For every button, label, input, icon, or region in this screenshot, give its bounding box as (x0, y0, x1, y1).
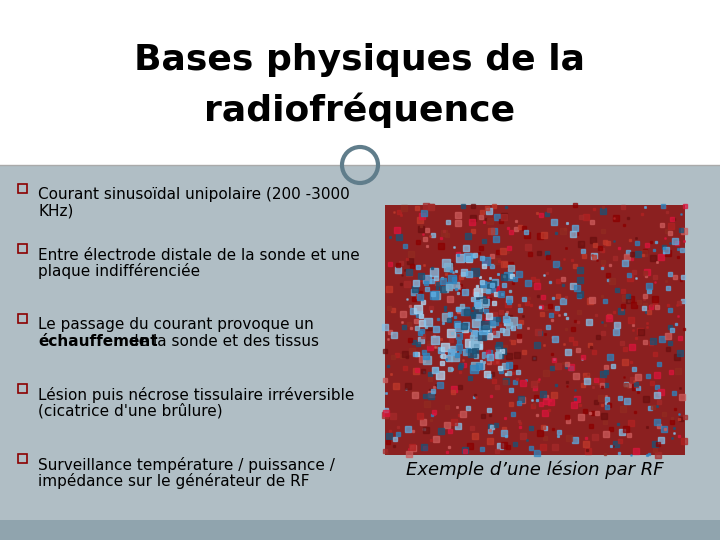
FancyBboxPatch shape (0, 520, 720, 540)
Text: radiofréquence: radiofréquence (204, 92, 516, 128)
Text: impédance sur le générateur de RF: impédance sur le générateur de RF (38, 473, 310, 489)
Text: (cicatrice d'une brûlure): (cicatrice d'une brûlure) (38, 403, 222, 418)
Text: Entre électrode distale de la sonde et une: Entre électrode distale de la sonde et u… (38, 247, 360, 262)
Text: échauffement: échauffement (38, 334, 158, 348)
Text: de la sonde et des tissus: de la sonde et des tissus (124, 334, 319, 348)
Text: Le passage du courant provoque un: Le passage du courant provoque un (38, 318, 314, 333)
Text: KHz): KHz) (38, 204, 73, 219)
Text: Lésion puis nécrose tissulaire irréversible: Lésion puis nécrose tissulaire irréversi… (38, 387, 354, 403)
Text: Bases physiques de la: Bases physiques de la (135, 43, 585, 77)
Text: Exemple d’une lésion par RF: Exemple d’une lésion par RF (406, 461, 664, 480)
FancyBboxPatch shape (385, 205, 685, 455)
FancyBboxPatch shape (0, 0, 720, 165)
Text: Surveillance température / puissance /: Surveillance température / puissance / (38, 457, 335, 473)
Text: Courant sinusoïdal unipolaire (200 -3000: Courant sinusoïdal unipolaire (200 -3000 (38, 187, 350, 202)
Text: plaque indifférenciée: plaque indifférenciée (38, 263, 200, 279)
FancyBboxPatch shape (0, 165, 720, 520)
